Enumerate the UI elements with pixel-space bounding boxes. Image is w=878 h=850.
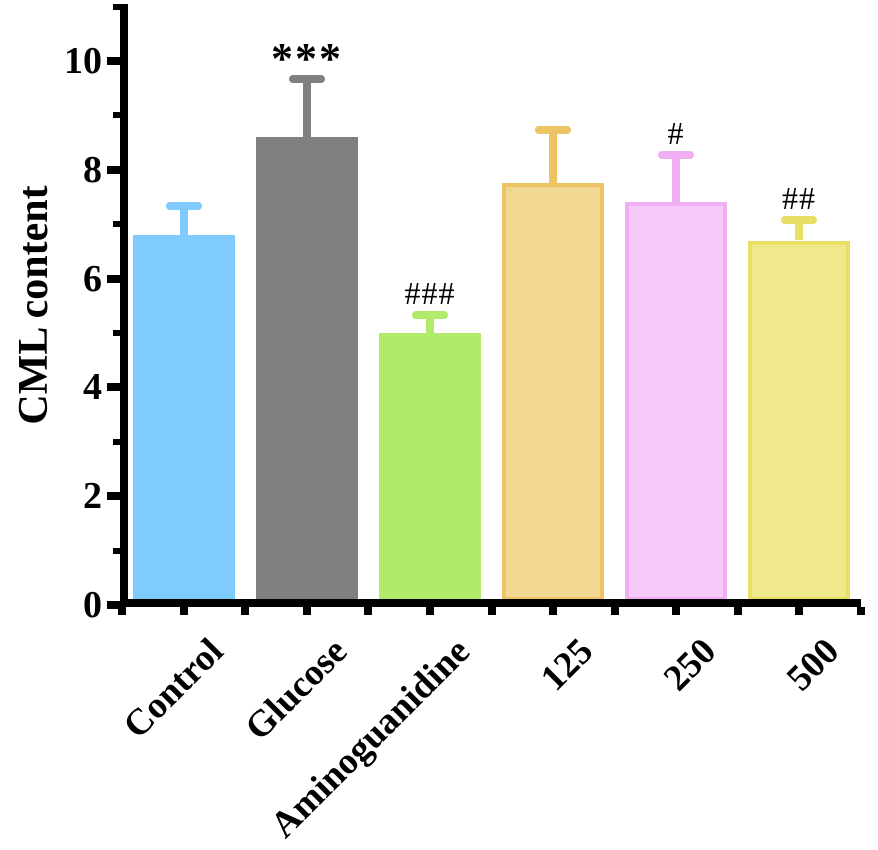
y-major-tick (107, 601, 120, 609)
x-category-label-250: 250 (655, 630, 724, 699)
y-axis-line (120, 4, 128, 607)
y-tick-label: 8 (83, 149, 102, 191)
x-tick (303, 607, 311, 615)
y-tick-label: 4 (83, 366, 102, 408)
x-category-label-control: Control (115, 630, 232, 747)
x-tick (611, 607, 619, 615)
bar-250 (625, 202, 727, 601)
y-major-tick (107, 57, 120, 65)
error-bar-cap-250 (658, 151, 694, 159)
y-minor-tick (113, 330, 120, 336)
error-bar-stem-125 (549, 129, 557, 183)
x-tick (857, 607, 865, 615)
x-tick (426, 607, 434, 615)
error-bar-cap-glucose (289, 75, 325, 83)
significance-annotation-250: # (667, 115, 685, 151)
y-minor-tick (113, 4, 120, 10)
x-category-label-125: 125 (532, 630, 601, 699)
x-tick (241, 607, 249, 615)
x-category-label-glucose: Glucose (237, 630, 355, 749)
x-category-label-500: 500 (778, 630, 847, 699)
y-major-tick (107, 275, 120, 283)
y-minor-tick (113, 112, 120, 118)
y-minor-tick (113, 439, 120, 445)
y-tick-label: 2 (83, 475, 102, 517)
y-major-tick (107, 166, 120, 174)
y-tick-label: 0 (83, 584, 102, 626)
x-tick (488, 607, 496, 615)
error-bar-stem-500 (795, 219, 803, 240)
x-axis-line (120, 599, 861, 607)
bar-control (133, 235, 235, 601)
significance-annotation-glucose: *** (271, 34, 343, 83)
error-bar-stem-glucose (303, 78, 311, 138)
bar-aminoguanidine (379, 333, 481, 601)
y-major-tick (107, 383, 120, 391)
x-tick (364, 607, 372, 615)
y-tick-label: 6 (83, 258, 102, 300)
x-tick (672, 607, 680, 615)
x-tick (734, 607, 742, 615)
error-bar-cap-125 (535, 126, 571, 134)
y-minor-tick (113, 548, 120, 554)
error-bar-stem-control (180, 205, 188, 235)
x-tick (795, 607, 803, 615)
x-tick (118, 607, 126, 615)
error-bar-cap-500 (781, 216, 817, 224)
significance-annotation-aminoguanidine: ### (404, 275, 456, 311)
bar-500 (748, 241, 850, 601)
error-bar-stem-aminoguanidine (426, 314, 434, 333)
x-tick (180, 607, 188, 615)
error-bar-cap-aminoguanidine (412, 311, 448, 319)
bar-125 (502, 183, 604, 601)
x-tick (549, 607, 557, 615)
bar-glucose (256, 137, 358, 601)
error-bar-cap-control (166, 202, 202, 210)
y-tick-label: 10 (64, 40, 102, 82)
y-major-tick (107, 492, 120, 500)
significance-annotation-500: ## (782, 180, 816, 216)
error-bar-stem-250 (672, 154, 680, 203)
y-minor-tick (113, 221, 120, 227)
